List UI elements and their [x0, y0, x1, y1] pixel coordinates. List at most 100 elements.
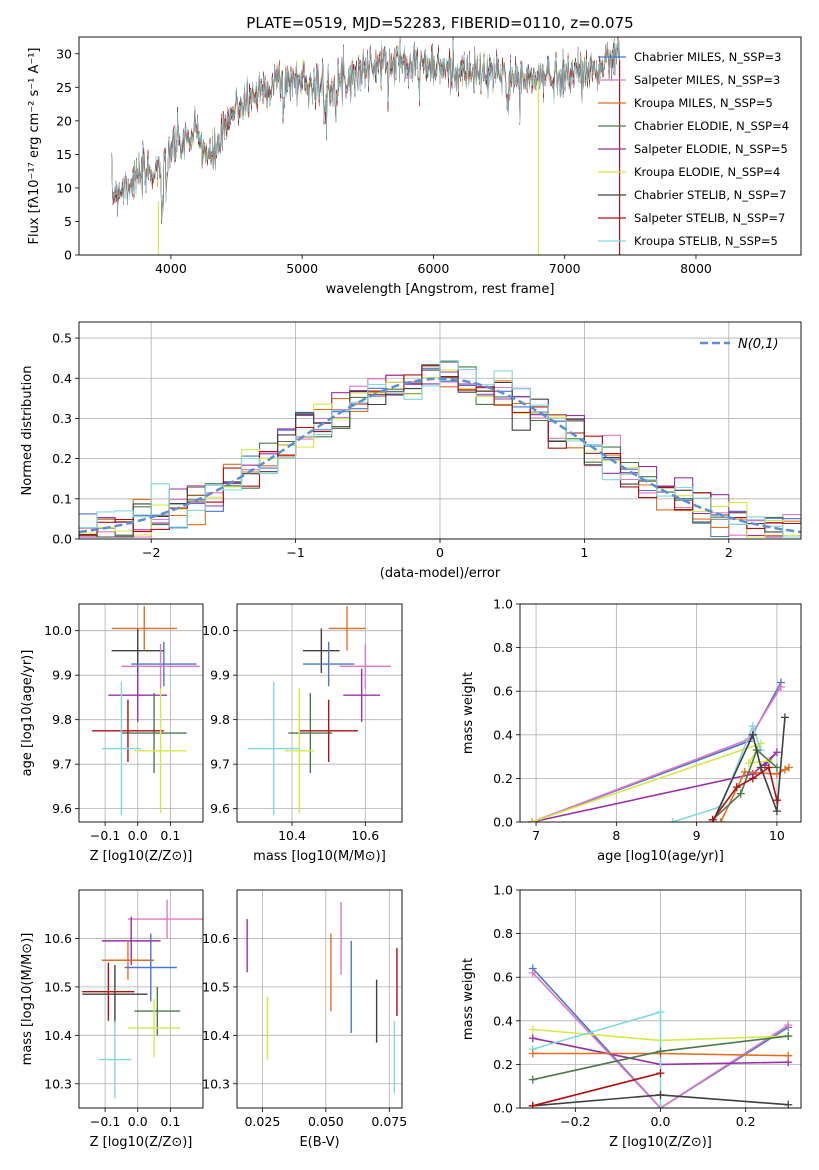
weight-series	[532, 1072, 661, 1107]
weight-marker	[740, 767, 749, 776]
weight-marker	[656, 1090, 665, 1099]
weight-marker	[528, 968, 537, 977]
panel-3: 10.4 10.6 9.6 9.7 9.8 9.9 10.0 mass [log10(M/M⊙…	[202, 603, 403, 864]
x-axis-label: E(B-V)	[299, 1135, 339, 1150]
chart-title: PLATE=0519, MJD=52283, FIBERID=0110, z=0…	[246, 14, 633, 32]
panel-2: −0.1 0.0 0.1 9.6 9.7 9.8 9.9 10.0 Z [log10(Z/Z⊙)…	[20, 603, 204, 864]
errorbar-point	[248, 681, 300, 816]
weight-marker	[528, 1101, 537, 1108]
y-tick-label: 10.3	[44, 1076, 72, 1091]
x-tick-label: 7	[532, 828, 540, 843]
errorbar-point	[299, 699, 358, 762]
weight-series	[712, 748, 778, 821]
y-tick-label: 0.1	[52, 491, 72, 506]
errorbar-point	[343, 668, 380, 722]
x-tick-label: 0.2	[736, 1114, 756, 1129]
x-tick-label: 0.025	[244, 1114, 280, 1129]
legend-label: Salpeter STELIB, N_SSP=7	[634, 211, 785, 225]
x-tick-label: 0.0	[128, 828, 148, 843]
panel-0-marks	[111, 37, 621, 255]
errorbar-point	[101, 681, 141, 816]
x-tick-label: 0.1	[160, 828, 180, 843]
weight-marker	[656, 1047, 665, 1056]
x-tick-label: 4000	[155, 261, 187, 276]
x-tick-label: 8	[612, 828, 620, 843]
x-axis-label: mass [log10(M/M⊙)]	[253, 849, 386, 864]
y-tick-label: 0.0	[493, 1101, 513, 1116]
x-tick-label: −1	[286, 545, 304, 560]
weight-marker	[528, 1075, 537, 1084]
errorbar-point	[303, 641, 355, 687]
y-tick-label: 9.8	[210, 712, 230, 727]
legend-label: Kroupa ELODIE, N_SSP=4	[634, 165, 780, 179]
y-axis-label: mass weight	[461, 672, 476, 754]
errorbar-point	[339, 644, 391, 689]
weight-marker	[528, 1025, 537, 1034]
plot-frame	[236, 889, 403, 1109]
errorbar-point	[121, 644, 200, 689]
weight-marker	[784, 1051, 793, 1060]
weight-marker	[656, 1069, 665, 1078]
weight-marker	[748, 730, 757, 739]
panel-1: −2 −1 0 1 2 0.0 0.1 0.2 0.3 0.4 0.5 (data-model)/er…	[20, 321, 802, 581]
panel-7-marks	[528, 964, 793, 1108]
errorbar-point	[82, 965, 148, 1024]
x-axis-label: (data-model)/error	[380, 566, 501, 581]
y-tick-label: 0.6	[493, 684, 513, 699]
weight-marker	[528, 818, 537, 822]
weight-marker	[784, 1021, 793, 1030]
x-tick-label: 7000	[549, 261, 581, 276]
panel-7: −0.2 0.0 0.2 0.0 0.2 0.4 0.6 0.8 1.0 Z [log10(Z/Z…	[461, 883, 802, 1150]
x-tick-label: 10.4	[278, 828, 306, 843]
y-tick-label: 0.4	[493, 1013, 513, 1028]
weight-marker	[748, 722, 757, 731]
y-tick-label: 9.9	[210, 668, 230, 683]
y-tick-label: 0.8	[493, 640, 513, 655]
errorbar-point	[328, 606, 366, 651]
weight-series	[532, 972, 789, 1108]
x-tick-label: 0.0	[651, 1114, 671, 1129]
errorbar-point	[134, 986, 181, 1036]
panel-6-marks	[246, 902, 398, 1094]
weight-series	[531, 682, 782, 822]
weight-marker	[756, 763, 765, 772]
weight-marker	[780, 713, 789, 722]
y-tick-label: 0.4	[493, 727, 513, 742]
y-tick-label: 10.5	[44, 979, 72, 994]
weight-marker	[784, 763, 793, 772]
plot-frame	[78, 603, 204, 823]
y-tick-label: 9.7	[52, 757, 72, 772]
y-axis-label: mass weight	[461, 958, 476, 1040]
y-tick-label: 30	[56, 46, 72, 61]
y-tick-label: 9.9	[52, 668, 72, 683]
weight-series	[531, 742, 769, 822]
errorbar-point	[134, 688, 187, 814]
legend-label: Kroupa STELIB, N_SSP=5	[634, 234, 778, 248]
x-tick-label: 0.075	[371, 1114, 407, 1129]
errorbar-point	[111, 628, 164, 673]
legend-label: N(0,1)	[738, 337, 779, 352]
y-tick-label: 10.4	[202, 1028, 230, 1043]
y-tick-label: 0.3	[52, 411, 72, 426]
y-tick-label: 10.0	[44, 623, 72, 638]
x-tick-label: 9	[693, 828, 701, 843]
errorbar-point	[131, 641, 197, 687]
x-axis-label: wavelength [Angstrom, rest frame]	[326, 282, 555, 297]
errorbar-point	[127, 999, 181, 1058]
panel-4-marks	[528, 678, 793, 822]
x-axis-label: Z [log10(Z/Z⊙)]	[90, 1135, 193, 1150]
y-tick-label: 9.7	[210, 757, 230, 772]
weight-marker	[784, 1032, 793, 1041]
errorbar-point	[288, 692, 333, 774]
errorbar-point	[124, 933, 177, 1002]
plot-frame	[519, 603, 802, 823]
x-tick-label: 0	[436, 545, 444, 560]
weight-marker	[772, 796, 781, 805]
legend-label: Chabrier MILES, N_SSP=3	[634, 50, 781, 64]
weight-series	[672, 723, 762, 822]
errorbar-point	[98, 1020, 132, 1099]
plot-frame	[78, 889, 204, 1109]
legend-label: Kroupa MILES, N_SSP=5	[634, 96, 773, 110]
y-tick-label: 0.0	[52, 532, 72, 547]
